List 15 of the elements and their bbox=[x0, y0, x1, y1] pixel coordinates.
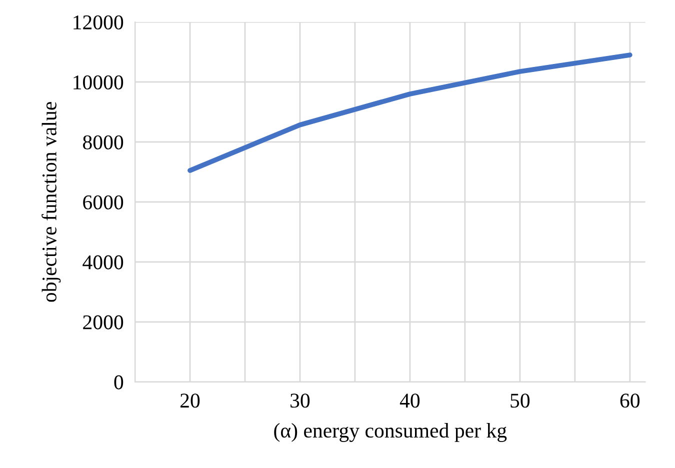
x-tick-label: 60 bbox=[620, 394, 640, 408]
y-tick-label: 12000 bbox=[74, 15, 124, 30]
x-tick-label: 40 bbox=[400, 394, 420, 408]
y-tick-label: 4000 bbox=[82, 255, 124, 270]
y-tick-label: 6000 bbox=[83, 195, 124, 210]
x-tick-label: 20 bbox=[180, 394, 200, 408]
line-series bbox=[188, 52, 632, 173]
x-tick-label: 50 bbox=[510, 394, 530, 408]
x-tick-label: 30 bbox=[290, 394, 310, 408]
y-tick-label: 0 bbox=[114, 375, 124, 390]
y-axis-title: objective function value bbox=[42, 102, 61, 302]
y-tick-label: 10000 bbox=[74, 75, 124, 90]
y-tick-label: 8000 bbox=[83, 135, 124, 150]
x-axis-title: (α) energy consumed per kg bbox=[274, 423, 507, 442]
y-tick-label: 2000 bbox=[83, 315, 124, 330]
